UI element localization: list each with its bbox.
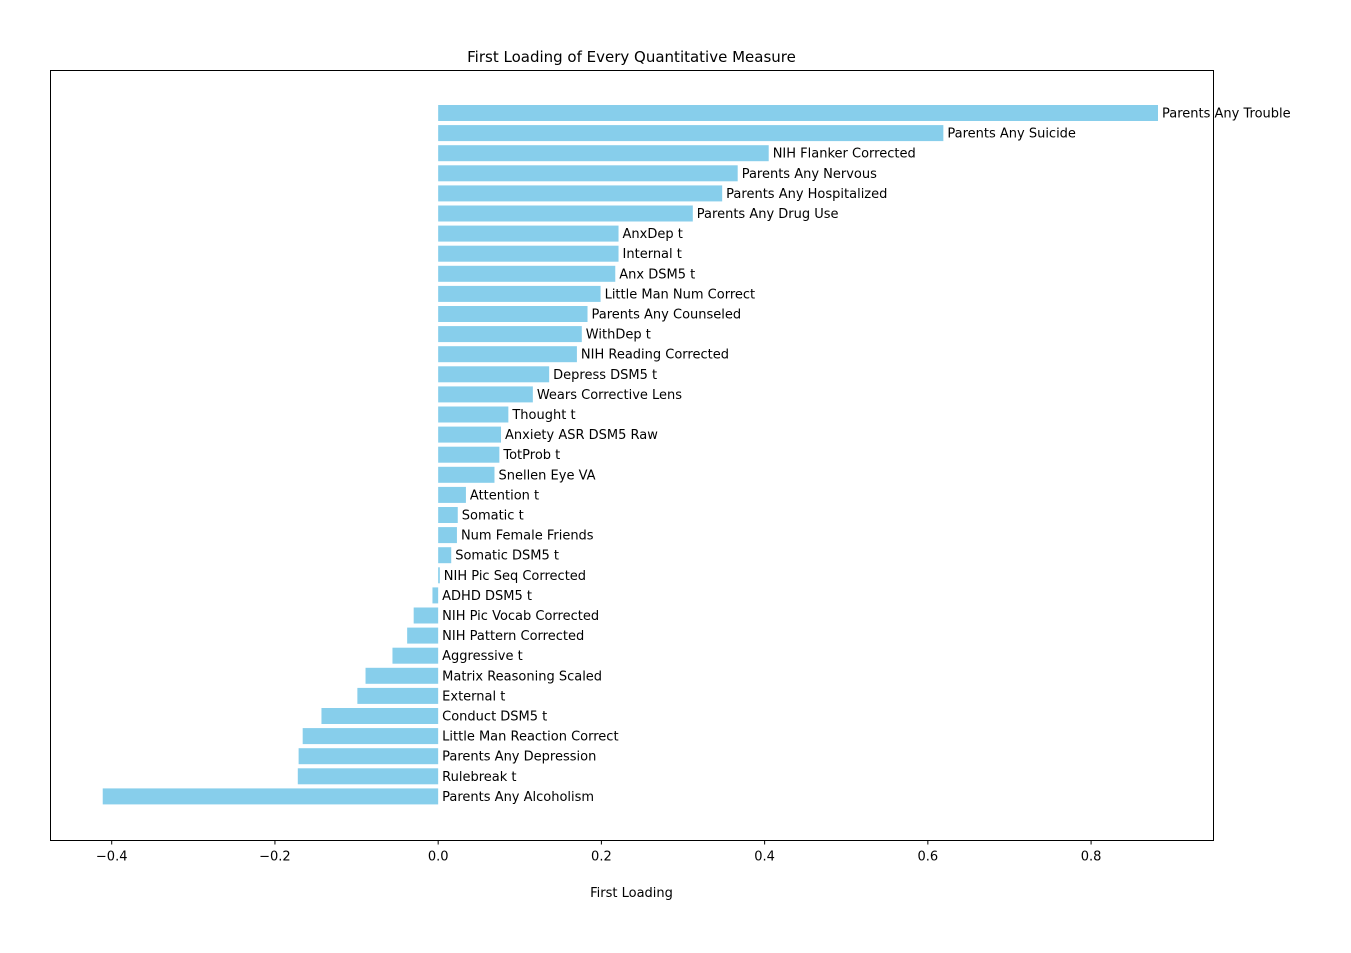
bar-label: Parents Any Suicide <box>947 127 1076 142</box>
chart-title: First Loading of Every Quantitative Meas… <box>467 48 796 66</box>
bar-label: Little Man Num Correct <box>605 287 756 302</box>
bar-label: Anx DSM5 t <box>619 267 695 282</box>
x-tick-label: 0.6 <box>918 850 939 865</box>
bar-label: Parents Any Counseled <box>592 308 742 323</box>
bar <box>365 667 439 684</box>
plot-frame <box>50 70 1214 841</box>
bar-label: NIH Pic Vocab Corrected <box>442 609 599 624</box>
bar <box>438 265 616 282</box>
bar <box>438 547 452 564</box>
bar <box>438 466 495 483</box>
bar <box>102 788 439 805</box>
bar <box>438 285 601 302</box>
bar <box>438 527 457 544</box>
x-tick-label: −0.4 <box>96 850 128 865</box>
bar-label: Internal t <box>623 247 682 262</box>
bar <box>438 125 944 142</box>
bar-labels-group: Parents Any Trouble Parents Any Suicide NI… <box>442 107 1290 805</box>
bar <box>438 507 458 523</box>
bar-label: Rulebreak t <box>442 770 516 785</box>
bar <box>438 426 502 443</box>
x-tick-label: 0.8 <box>1081 850 1102 865</box>
bar-label: Anxiety ASR DSM5 Raw <box>505 428 658 443</box>
bar-label: Thought t <box>511 408 575 423</box>
bar-label: Num Female Friends <box>461 529 594 544</box>
bar <box>438 185 723 202</box>
x-tick-label: 0.2 <box>591 850 612 865</box>
bar-label: Matrix Reasoning Scaled <box>442 669 602 684</box>
bar <box>438 406 509 423</box>
bar <box>438 145 769 162</box>
bar-label: Parents Any Depression <box>442 750 596 765</box>
bar-label: Little Man Reaction Correct <box>442 730 618 745</box>
bar <box>438 225 619 242</box>
x-tick-label: 0.0 <box>428 850 449 865</box>
x-axis-label: First Loading <box>590 886 673 901</box>
x-tick-label: 0.4 <box>754 850 775 865</box>
bar-label: NIH Pic Seq Corrected <box>444 569 586 584</box>
x-tick-label: −0.2 <box>259 850 291 865</box>
bar-label: Somatic t <box>462 509 524 524</box>
bar <box>438 386 533 403</box>
bar-label: Parents Any Trouble <box>1162 107 1291 122</box>
bar <box>321 708 439 724</box>
bar-label: TotProb t <box>502 448 560 463</box>
bar-label: Snellen Eye VA <box>498 468 595 483</box>
bar <box>392 647 439 664</box>
bar-label: External t <box>442 689 505 704</box>
bar <box>297 768 439 785</box>
bar-label: Conduct DSM5 t <box>442 710 547 725</box>
bar <box>407 627 439 644</box>
bar <box>432 587 439 604</box>
bar-label: Somatic DSM5 t <box>455 549 559 564</box>
bar-label: Aggressive t <box>442 649 523 664</box>
bar-label: WithDep t <box>586 328 651 343</box>
bar <box>438 486 466 503</box>
bar-label: NIH Pattern Corrected <box>442 629 584 644</box>
bar-label: NIH Flanker Corrected <box>773 147 916 162</box>
bar <box>357 687 439 704</box>
bar-label: Attention t <box>470 488 539 503</box>
bar <box>438 165 738 182</box>
bar <box>438 446 500 463</box>
bar <box>438 205 693 222</box>
bar <box>438 567 440 584</box>
bar-label: Parents Any Drug Use <box>697 207 839 222</box>
bar <box>298 748 439 765</box>
bar-label: NIH Reading Corrected <box>581 348 729 363</box>
bar <box>438 366 550 383</box>
bar-label: AnxDep t <box>623 227 683 242</box>
bar <box>438 346 577 363</box>
bar <box>438 326 582 343</box>
bar <box>438 245 619 262</box>
bar <box>438 105 1159 121</box>
bar <box>302 728 439 745</box>
bar <box>413 607 439 624</box>
x-axis-ticks: −0.4 −0.2 0.0 0.2 0.4 0.6 0.8 <box>96 840 1102 865</box>
bar-label: Parents Any Alcoholism <box>442 790 594 805</box>
bars-group <box>102 105 1159 805</box>
bar <box>438 306 588 322</box>
bar-label: Parents Any Hospitalized <box>726 187 887 202</box>
bar-label: ADHD DSM5 t <box>442 589 532 604</box>
bar-label: Parents Any Nervous <box>742 167 877 182</box>
bar-label: Depress DSM5 t <box>553 368 657 383</box>
bar-label: Wears Corrective Lens <box>537 388 682 403</box>
